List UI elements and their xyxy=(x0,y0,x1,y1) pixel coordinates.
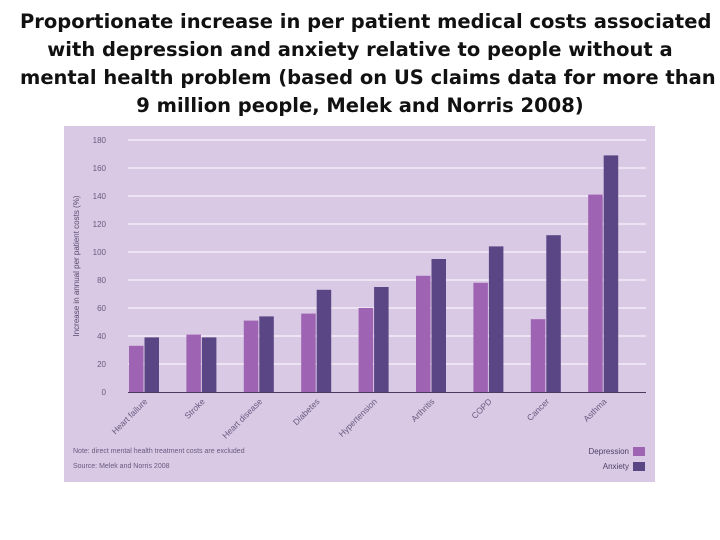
y-tick-label: 0 xyxy=(102,388,107,397)
y-tick-label: 40 xyxy=(97,332,106,341)
legend-label-anxiety: Anxiety xyxy=(602,462,629,471)
bar-anxiety xyxy=(374,287,389,392)
bar-anxiety xyxy=(201,337,217,392)
y-tick-label: 140 xyxy=(93,192,107,201)
bar-depression xyxy=(358,308,374,392)
y-tick-label: 60 xyxy=(97,304,106,313)
bar-depression xyxy=(416,275,431,392)
legend-swatch-anxiety xyxy=(633,462,645,471)
chart-note: Note: direct mental health treatment cos… xyxy=(73,448,245,455)
slide-title: Proportionate increase in per patient me… xyxy=(20,8,716,120)
x-tick-label: Heart disease xyxy=(220,396,264,440)
x-tick-label: Hypertension xyxy=(337,396,380,439)
title-line-4: 9 million people, Melek and Norris 2008) xyxy=(136,94,584,117)
title-line-2: with depression and anxiety relative to … xyxy=(47,38,673,61)
bar-anxiety xyxy=(488,246,504,392)
x-tick-label: Stroke xyxy=(182,396,207,421)
bar-depression xyxy=(530,319,546,392)
chart-panel: 0 20 40 60 80 100 120 140 160 180 Increase in annu… xyxy=(64,126,655,482)
legend-item-anxiety: Anxiety xyxy=(603,462,645,471)
y-axis-label: Increase in annual per patient costs (%) xyxy=(72,195,81,336)
x-tick-label: Asthma xyxy=(581,396,609,424)
bar-anxiety xyxy=(316,289,332,392)
bar-depression xyxy=(301,313,316,392)
bar-depression xyxy=(473,282,488,392)
bar-depression xyxy=(588,194,603,392)
legend-label-depression: Depression xyxy=(588,447,629,456)
x-tick-label: Cancer xyxy=(525,396,552,423)
legend-swatch-depression xyxy=(633,447,645,456)
x-tick-label: Heart failure xyxy=(110,396,150,436)
y-tick-label: 160 xyxy=(93,164,107,173)
bar-anxiety xyxy=(259,316,274,392)
x-tick-label: Diabetes xyxy=(291,396,322,427)
y-tick-label: 180 xyxy=(93,136,107,145)
bar-depression xyxy=(129,345,144,392)
chart-source: Source: Melek and Norris 2008 xyxy=(73,463,170,470)
x-tick-label: COPD xyxy=(469,396,493,420)
bar-chart: 0 20 40 60 80 100 120 140 160 180 Increase in annu… xyxy=(72,136,646,441)
legend-item-depression: Depression xyxy=(589,447,645,456)
y-tick-label: 100 xyxy=(93,248,107,257)
bar-anxiety xyxy=(546,235,561,392)
x-tick-label: Arthritis xyxy=(409,396,436,423)
title-line-1: Proportionate increase in per patient me… xyxy=(20,10,712,33)
y-tick-label: 120 xyxy=(93,220,107,229)
bar-anxiety xyxy=(144,337,159,392)
bar-anxiety xyxy=(431,259,446,392)
bar-depression xyxy=(243,320,259,392)
title-line-3: mental health problem (based on US claim… xyxy=(20,66,716,89)
y-tick-label: 20 xyxy=(97,360,106,369)
y-tick-label: 80 xyxy=(97,276,106,285)
bar-depression xyxy=(186,334,201,392)
bar-anxiety xyxy=(603,155,619,392)
